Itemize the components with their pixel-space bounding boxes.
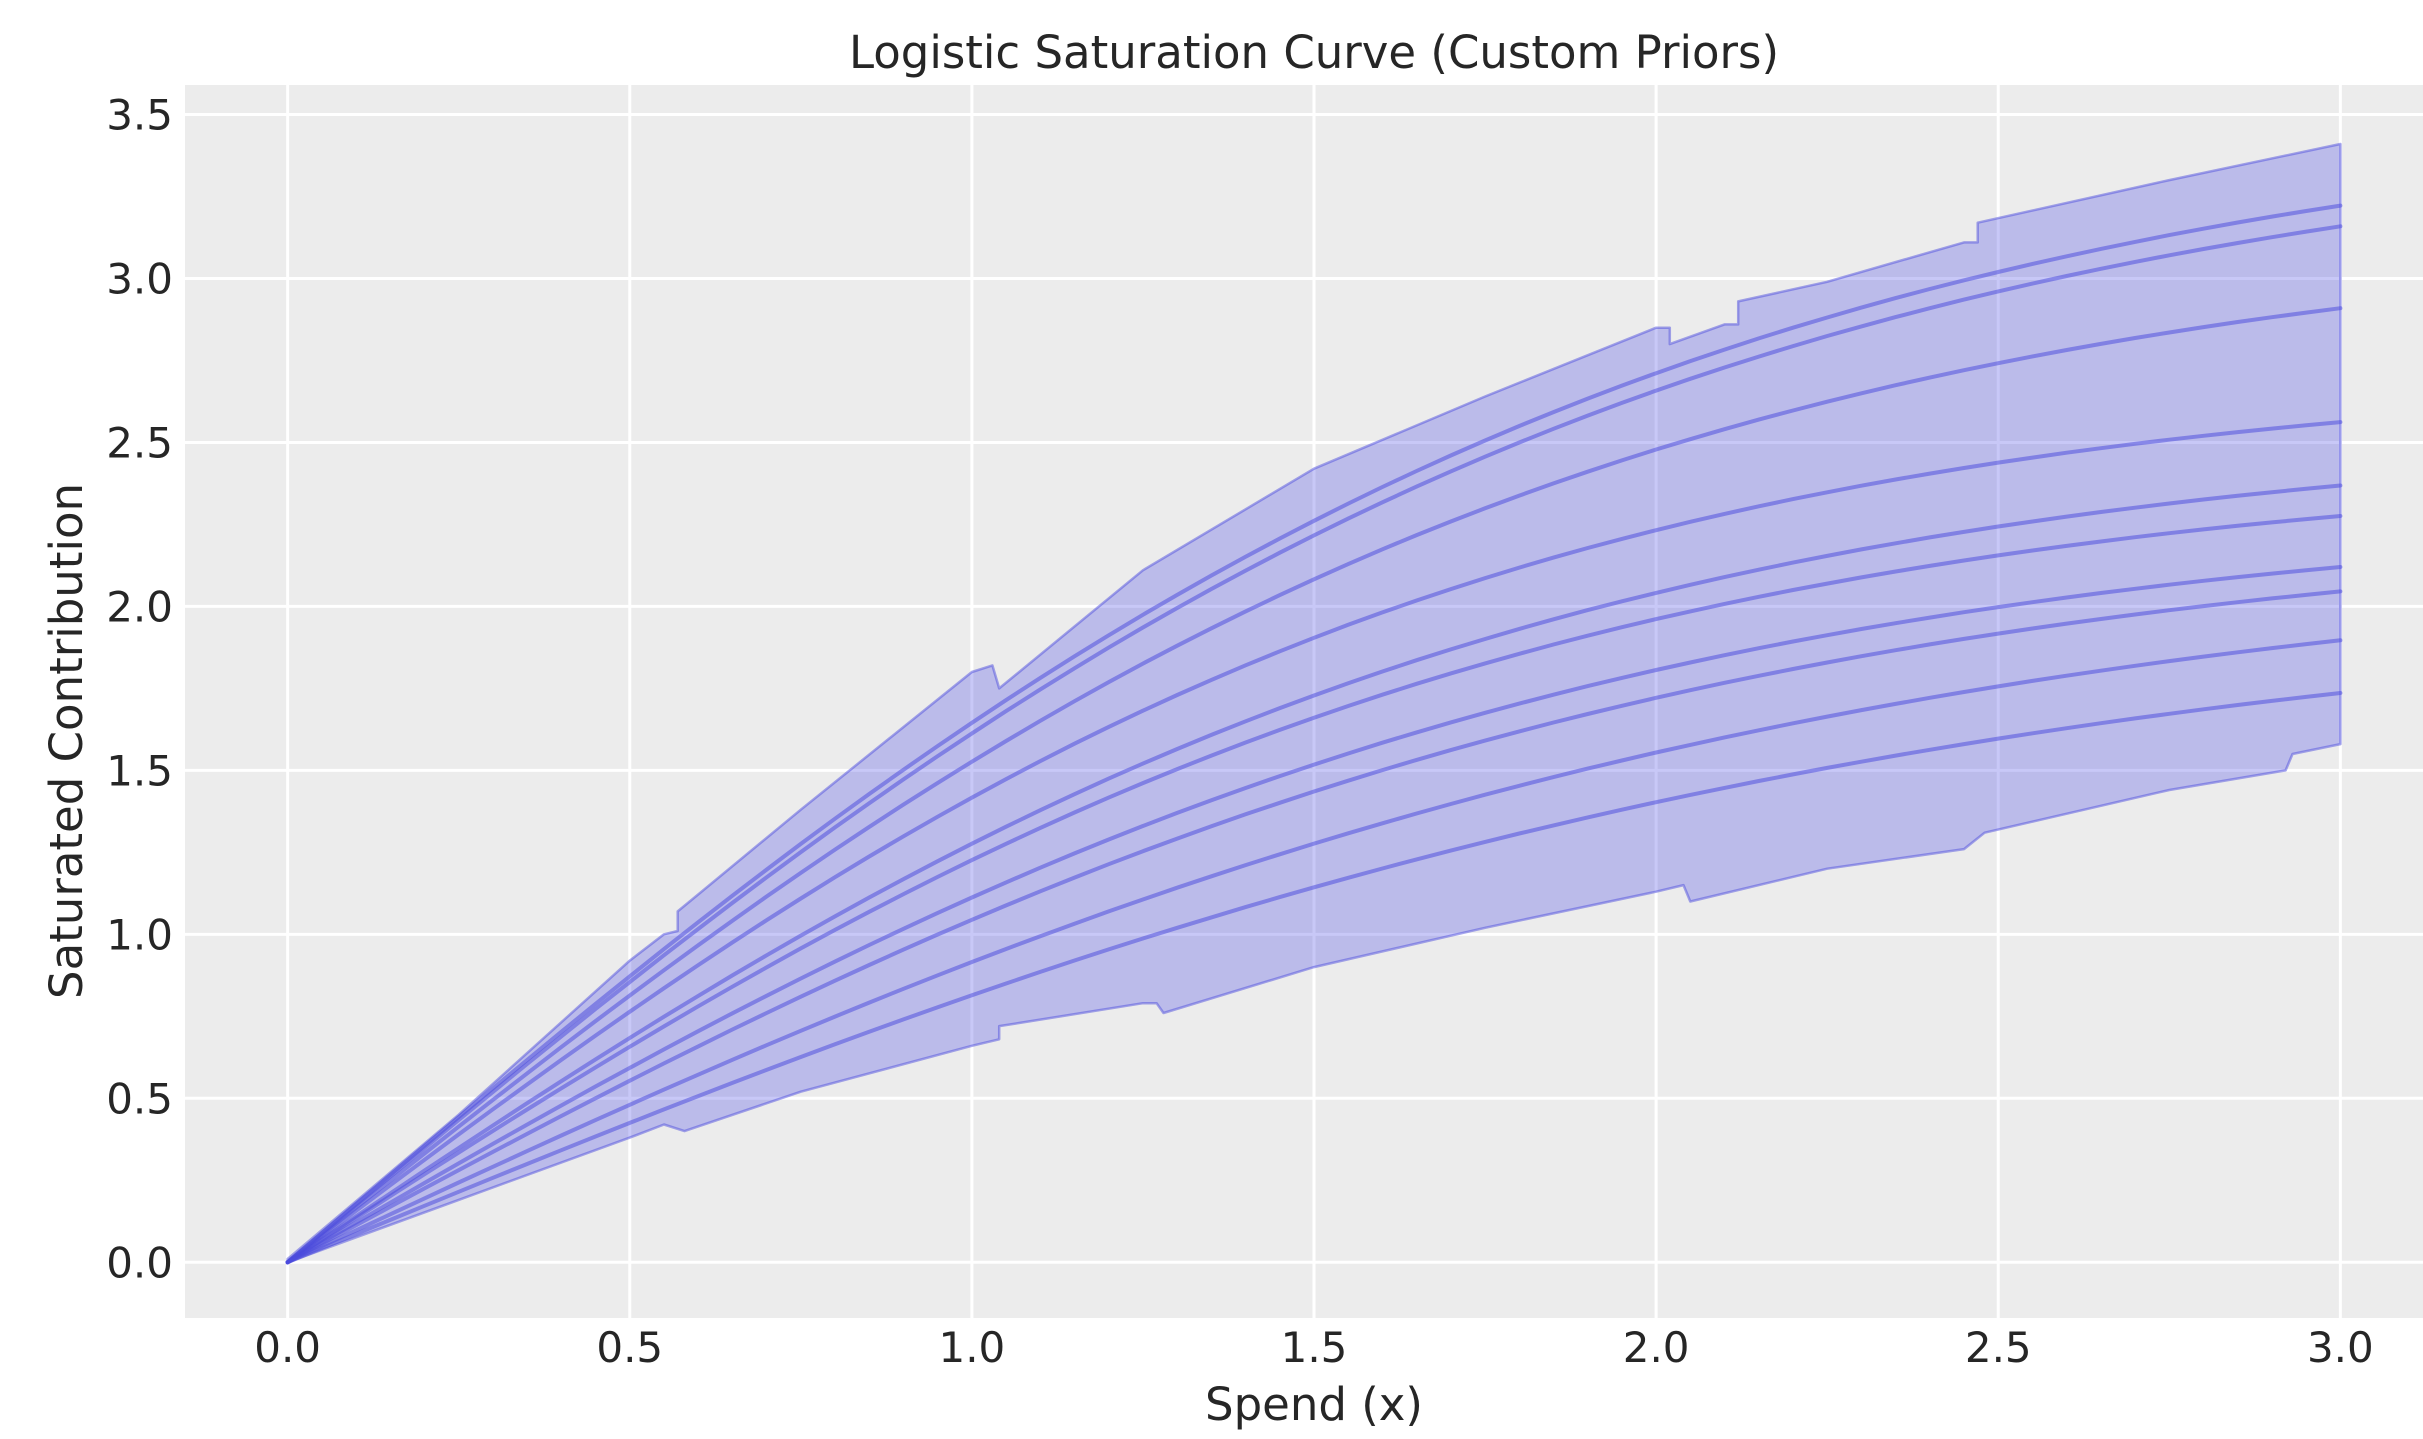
posterior-sample-1 (285, 203, 2343, 1265)
axes-background (185, 85, 2423, 1318)
posterior-sample-3 (285, 306, 2343, 1265)
posterior-sample-5 (285, 483, 2343, 1265)
posterior-sample-8 (285, 589, 2343, 1265)
posterior-sample-curves (285, 203, 2343, 1265)
grid-layer (185, 85, 2423, 1318)
x-tick-label: 2.5 (1965, 1323, 2032, 1372)
x-tick-label: 3.0 (2307, 1323, 2374, 1372)
y-tick-label: 0.5 (106, 1074, 173, 1123)
y-tick-label: 3.5 (106, 91, 173, 140)
x-tick-label: 1.5 (1281, 1323, 1348, 1372)
chart-title: Logistic Saturation Curve (Custom Priors… (849, 26, 1779, 79)
y-tick-label: 1.0 (106, 910, 173, 959)
saturation-curve-figure: 0.0 0.5 1.0 1.5 2.0 2.5 3.0 0.0 0.5 1.0 1.5 2.0 2.5 3… (40, 16, 2423, 1439)
posterior-sample-4 (285, 420, 2343, 1265)
posterior-sample-9 (285, 638, 2343, 1265)
y-tick-label: 1.5 (106, 746, 173, 795)
y-tick-label: 3.0 (106, 254, 173, 303)
x-tick-label: 1.0 (938, 1323, 1005, 1372)
y-tick-label: 0.0 (106, 1238, 173, 1287)
posterior-sample-6 (285, 514, 2343, 1265)
x-axis-label: Spend (x) (1205, 1378, 1423, 1431)
y-axis-label: Saturated Contribution (40, 483, 93, 999)
posterior-sample-2 (285, 224, 2343, 1265)
x-tick-label: 2.0 (1623, 1323, 1690, 1372)
uncertainty-band (286, 142, 2342, 1264)
x-tick-label: 0.0 (254, 1323, 321, 1372)
posterior-sample-7 (285, 565, 2343, 1265)
x-tick-label: 0.5 (596, 1323, 663, 1372)
tick-labels-layer: 0.0 0.5 1.0 1.5 2.0 2.5 3.0 0.0 0.5 1.0 1.5 2.0 2.5 3… (106, 91, 2374, 1372)
y-tick-label: 2.0 (106, 582, 173, 631)
chart-canvas: 0.0 0.5 1.0 1.5 2.0 2.5 3.0 0.0 0.5 1.0 1.5 2.0 2.5 3… (40, 26, 2423, 1431)
y-tick-label: 2.5 (106, 418, 173, 467)
posterior-sample-10 (285, 691, 2343, 1265)
